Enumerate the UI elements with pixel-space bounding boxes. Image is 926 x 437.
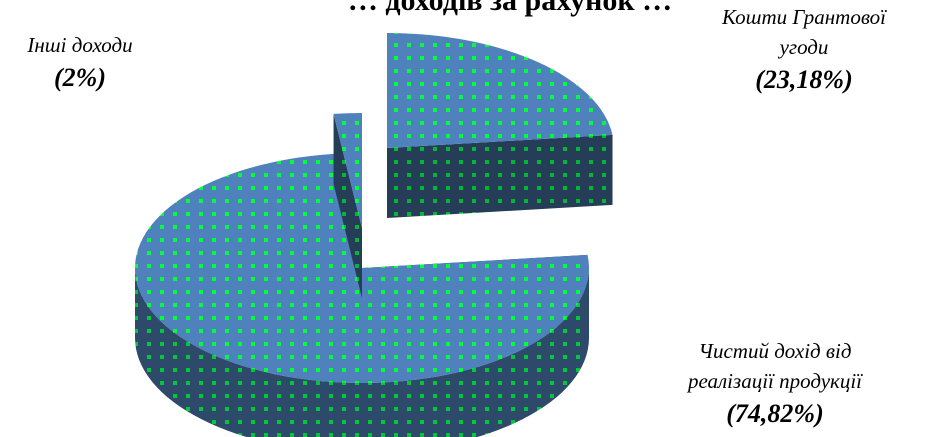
label-other-income: Інші доходи (2%) bbox=[0, 30, 160, 96]
slice-grant-funds bbox=[387, 33, 613, 218]
label-revenue-name-1: Чистий дохід від bbox=[698, 339, 852, 363]
label-net-revenue: Чистий дохід від реалізації продукції (7… bbox=[640, 336, 910, 432]
label-revenue-pct: (74,82%) bbox=[726, 399, 824, 428]
label-other-name: Інші доходи bbox=[27, 33, 133, 57]
label-grant-name-2: угоди bbox=[779, 35, 829, 59]
slice-grant-funds-top bbox=[387, 33, 613, 148]
label-revenue-name-2: реалізації продукції bbox=[687, 369, 863, 393]
slice-other-income-top bbox=[333, 113, 362, 228]
slice-net-revenue-side bbox=[135, 268, 589, 437]
slice-other-income-wall-start bbox=[333, 113, 362, 299]
label-grant-pct: (23,18%) bbox=[755, 65, 853, 94]
chart-title: … доходів за рахунок … bbox=[347, 0, 673, 17]
slice-other-income bbox=[333, 113, 362, 299]
slice-grant-funds-wall-end bbox=[387, 134, 613, 218]
label-grant-name-1: Кошти Грантової bbox=[721, 5, 887, 29]
label-other-pct: (2%) bbox=[54, 63, 106, 92]
label-grant-funds: Кошти Грантової угоди (23,18%) bbox=[688, 2, 920, 98]
